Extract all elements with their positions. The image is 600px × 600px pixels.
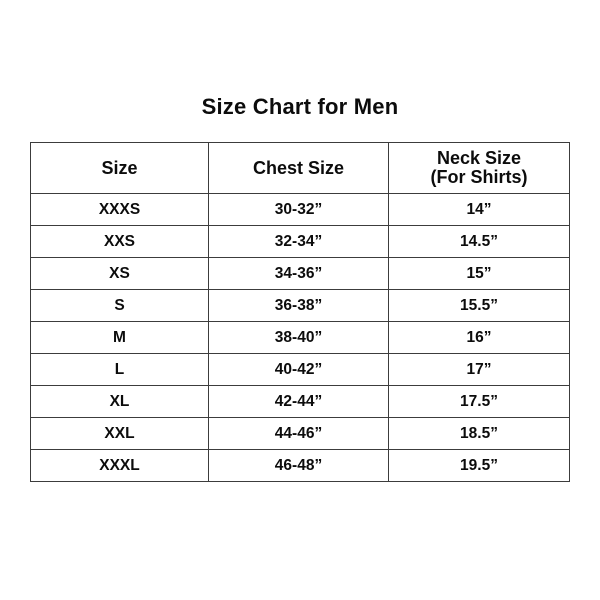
cell-size: XXS <box>30 225 209 258</box>
cell-neck-size: 18.5” <box>388 417 570 450</box>
cell-size: S <box>30 289 209 322</box>
cell-neck-size: 14” <box>388 193 570 226</box>
cell-neck-size: 17” <box>388 353 570 386</box>
cell-size: XXXS <box>30 193 209 226</box>
cell-chest-size: 44-46” <box>208 417 389 450</box>
cell-neck-size: 14.5” <box>388 225 570 258</box>
cell-size: XS <box>30 257 209 290</box>
cell-neck-size: 16” <box>388 321 570 354</box>
cell-size: M <box>30 321 209 354</box>
cell-neck-size: 19.5” <box>388 449 570 482</box>
cell-chest-size: 32-34” <box>208 225 389 258</box>
cell-chest-size: 36-38” <box>208 289 389 322</box>
cell-neck-size: 15.5” <box>388 289 570 322</box>
size-chart-table: Size Chest Size Neck Size (For Shirts) X… <box>30 142 570 482</box>
cell-neck-size: 17.5” <box>388 385 570 418</box>
table-row: XXL 44-46” 18.5” <box>30 417 570 450</box>
table-row: XXS 32-34” 14.5” <box>30 225 570 258</box>
table-row: M 38-40” 16” <box>30 321 570 354</box>
header-neck-size-line1: Neck Size <box>436 148 522 168</box>
header-chest-size: Chest Size <box>208 142 389 194</box>
header-row: Size Chest Size Neck Size (For Shirts) <box>30 142 570 194</box>
table-row: L 40-42” 17” <box>30 353 570 386</box>
cell-size: XXXL <box>30 449 209 482</box>
header-neck-size-line2: (For Shirts) <box>430 167 528 187</box>
cell-size: XXL <box>30 417 209 450</box>
cell-neck-size: 15” <box>388 257 570 290</box>
table-row: XL 42-44” 17.5” <box>30 385 570 418</box>
cell-chest-size: 42-44” <box>208 385 389 418</box>
cell-chest-size: 30-32” <box>208 193 389 226</box>
table-row: XXXS 30-32” 14” <box>30 193 570 226</box>
cell-chest-size: 38-40” <box>208 321 389 354</box>
cell-chest-size: 46-48” <box>208 449 389 482</box>
page-title: Size Chart for Men <box>201 94 399 119</box>
header-neck-size: Neck Size (For Shirts) <box>388 142 570 194</box>
table-row: XS 34-36” 15” <box>30 257 570 290</box>
cell-chest-size: 34-36” <box>208 257 389 290</box>
table-row: XXXL 46-48” 19.5” <box>30 449 570 482</box>
cell-chest-size: 40-42” <box>208 353 389 386</box>
header-size: Size <box>30 142 209 194</box>
cell-size: XL <box>30 385 209 418</box>
table-row: S 36-38” 15.5” <box>30 289 570 322</box>
cell-size: L <box>30 353 209 386</box>
